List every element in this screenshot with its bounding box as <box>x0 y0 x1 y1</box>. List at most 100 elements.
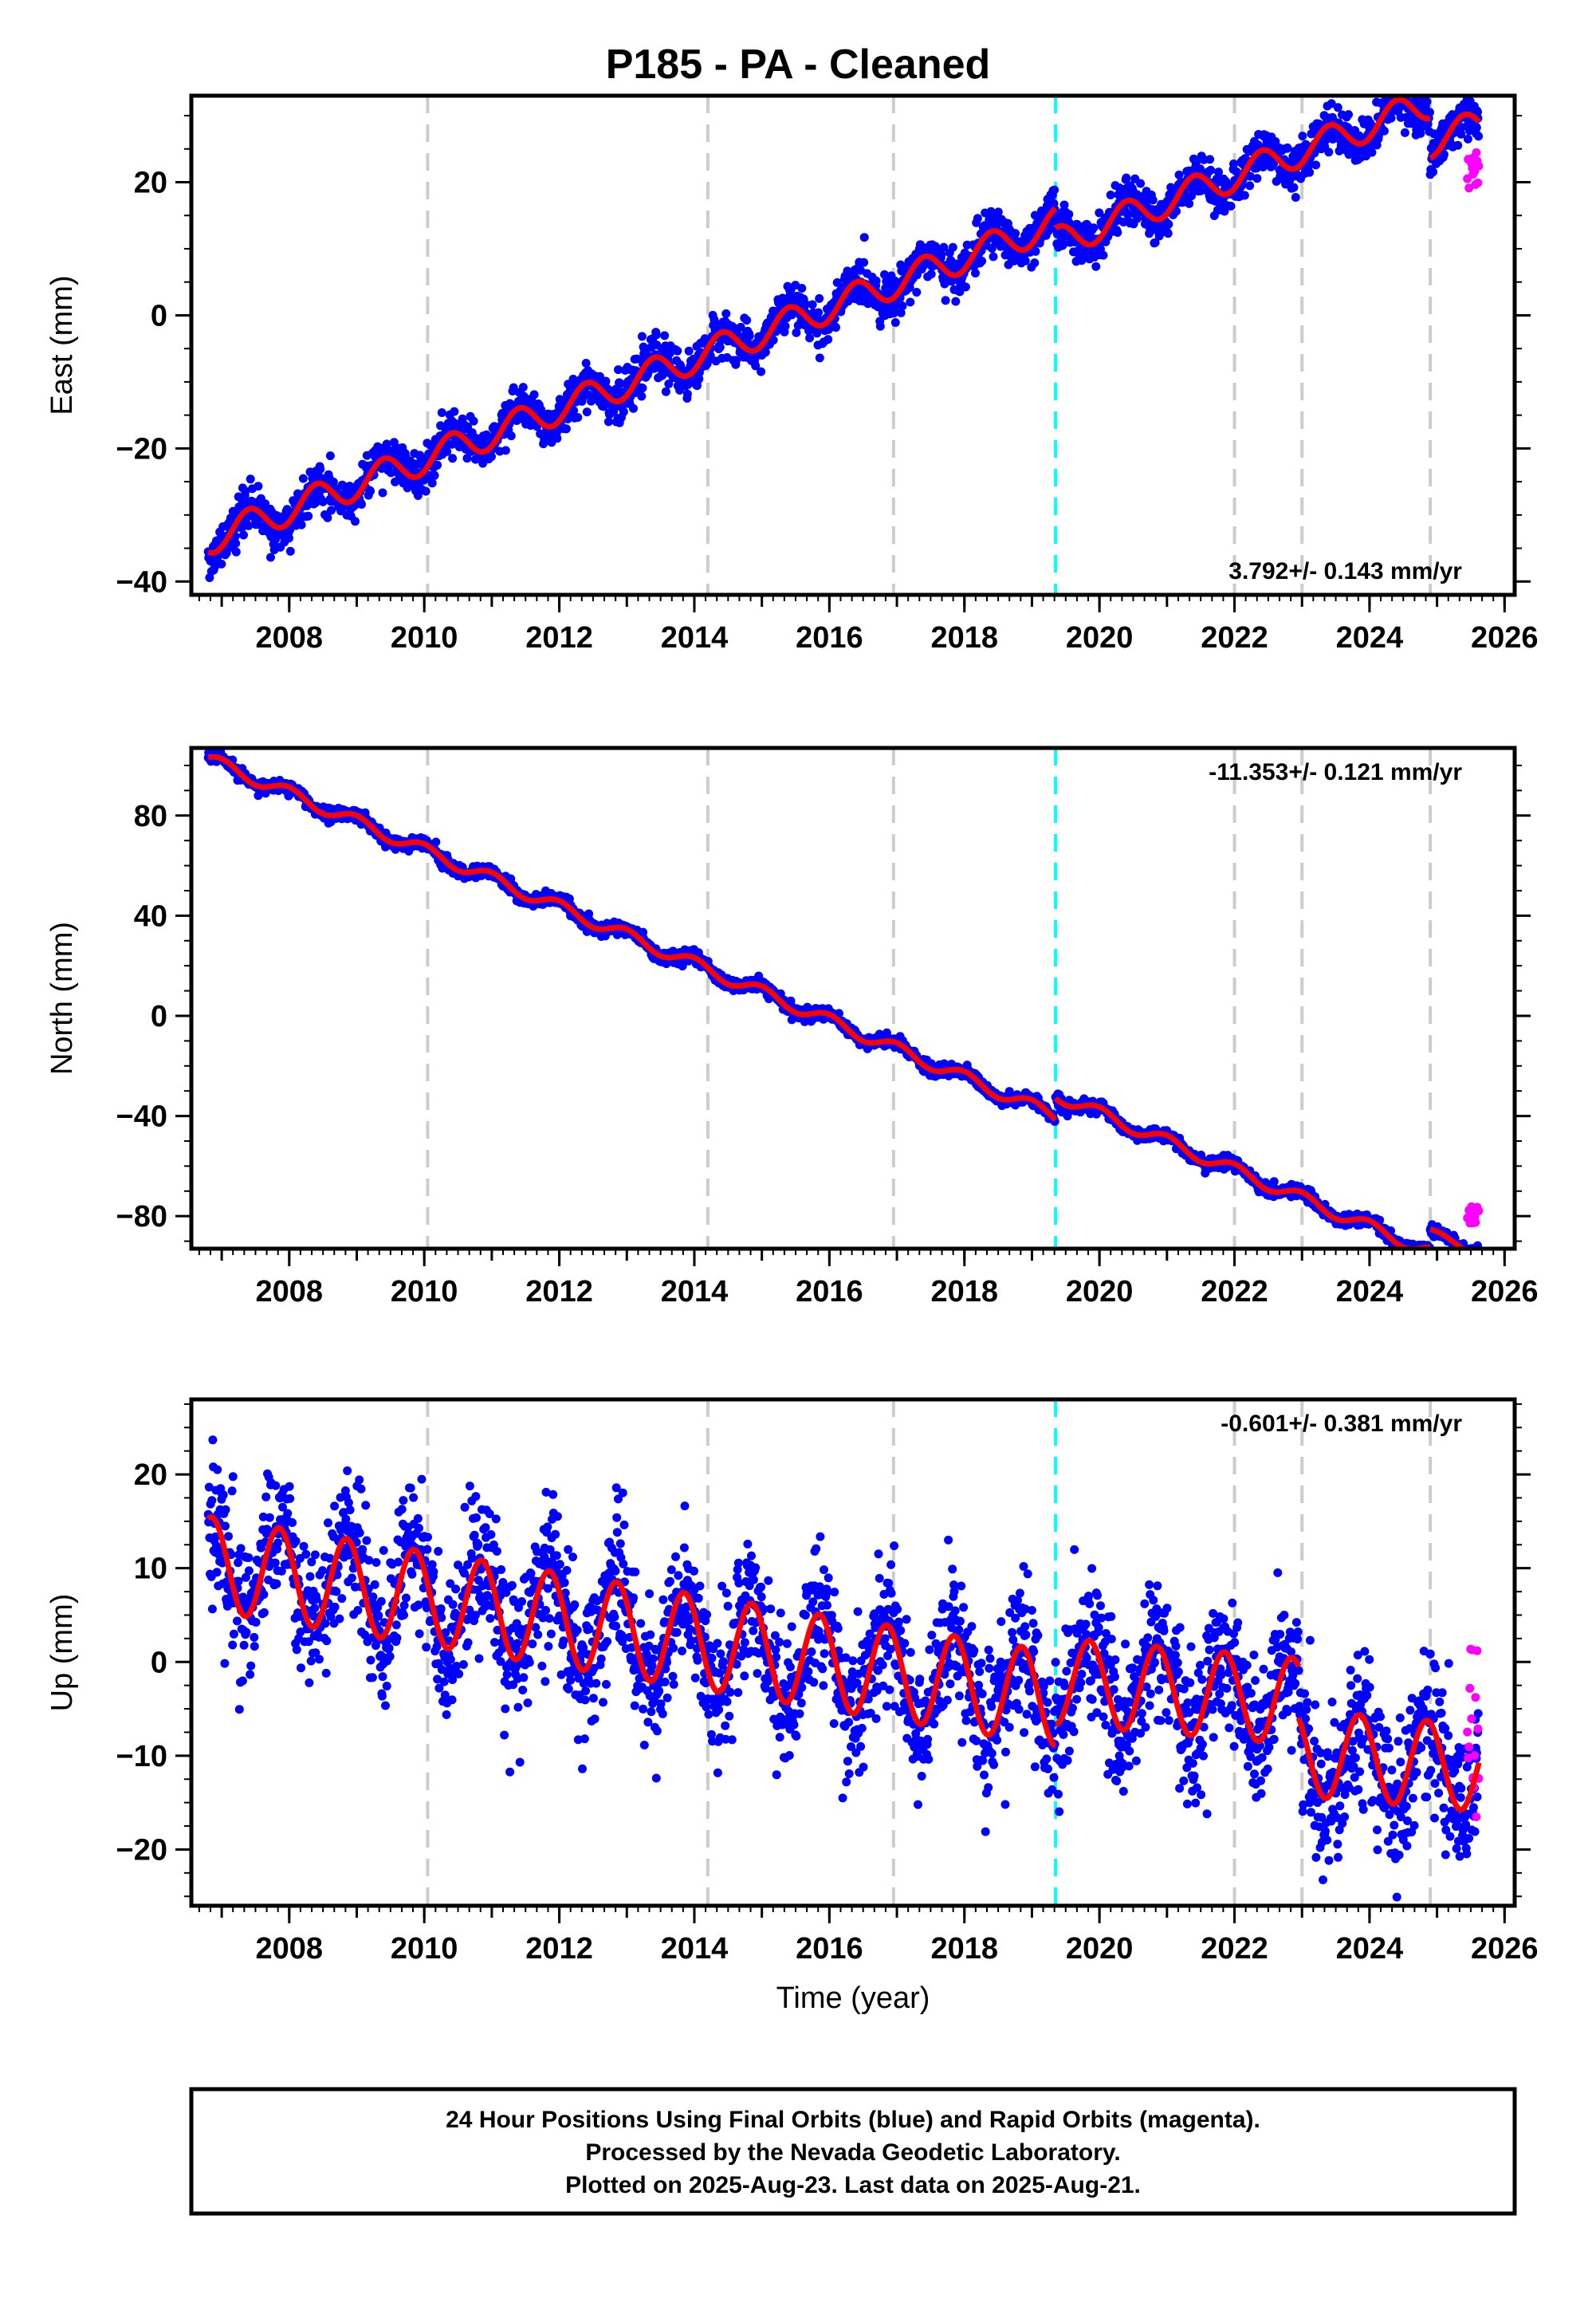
data-point <box>961 282 970 292</box>
data-point <box>993 207 1003 217</box>
data-point <box>977 256 987 266</box>
data-point <box>805 333 815 343</box>
data-point <box>1133 214 1142 223</box>
rapid-point <box>1472 148 1481 157</box>
data-point <box>487 452 496 462</box>
data-point <box>973 214 982 223</box>
y-axis-label: East (mm) <box>45 275 79 415</box>
data-point <box>430 470 439 480</box>
data-point <box>906 297 915 307</box>
data-point <box>366 486 375 496</box>
data-point <box>745 332 754 340</box>
data-point <box>1232 167 1241 176</box>
data-point <box>427 478 437 488</box>
data-point <box>327 506 336 515</box>
data-point <box>971 269 980 277</box>
data-point <box>814 308 824 317</box>
data-point <box>715 343 725 352</box>
x-tick-label: 2014 <box>661 621 729 655</box>
rapid-point <box>1474 161 1484 171</box>
data-point <box>1453 140 1463 150</box>
data-point <box>1463 134 1472 144</box>
data-point <box>1429 167 1438 177</box>
data-point <box>1305 167 1315 177</box>
data-point <box>682 389 692 399</box>
data-point <box>1206 165 1216 175</box>
final-orbit-points <box>203 80 1484 582</box>
data-point <box>1240 191 1249 200</box>
data-point <box>217 559 226 569</box>
data-point <box>637 392 647 401</box>
data-point <box>1164 219 1173 229</box>
data-point <box>937 250 946 259</box>
data-point <box>1390 84 1398 92</box>
data-point <box>573 413 583 422</box>
data-point <box>619 407 628 416</box>
data-point <box>637 332 647 341</box>
north-panel: 2008 2010 2012 2014 2016 2018 2020 2022 2024 2026… <box>45 746 1539 1309</box>
x-tick-label: 2026 <box>1471 621 1539 655</box>
data-point <box>1386 80 1395 89</box>
data-point <box>297 520 306 529</box>
data-point <box>1229 159 1238 168</box>
data-point <box>569 406 579 415</box>
data-point <box>875 321 885 331</box>
data-point <box>651 330 661 340</box>
data-point <box>254 482 263 491</box>
data-point <box>1174 170 1184 179</box>
data-point <box>1091 262 1101 271</box>
data-point <box>898 301 907 311</box>
data-point <box>896 308 906 317</box>
data-point <box>751 361 761 371</box>
data-point <box>239 530 248 540</box>
data-point <box>1089 223 1099 233</box>
data-point <box>1289 183 1299 192</box>
data-point <box>890 318 900 327</box>
data-point <box>732 356 741 365</box>
data-point <box>316 465 325 474</box>
data-point <box>1196 164 1205 174</box>
data-point <box>1403 84 1412 92</box>
data-point <box>581 359 591 368</box>
data-point <box>1123 210 1132 219</box>
data-point <box>588 395 597 404</box>
data-point <box>742 316 752 325</box>
y-tick-label: 0 <box>151 299 167 333</box>
data-point <box>1386 113 1396 123</box>
data-point <box>462 454 472 463</box>
data-point <box>231 539 241 548</box>
data-point <box>552 434 562 443</box>
data-point <box>210 562 219 572</box>
data-point <box>1059 200 1069 210</box>
data-point <box>450 407 459 416</box>
data-point <box>506 431 516 441</box>
data-point <box>1020 256 1030 266</box>
data-point <box>1252 174 1262 183</box>
data-point <box>1059 239 1068 249</box>
data-point <box>800 299 810 309</box>
data-point <box>871 276 881 285</box>
data-point <box>859 258 869 267</box>
y-tick-label: −40 <box>116 565 167 599</box>
data-point <box>1050 185 1059 195</box>
data-point <box>721 309 731 318</box>
data-point <box>509 383 518 392</box>
data-point <box>880 270 889 279</box>
data-point <box>638 384 647 393</box>
data-point <box>831 323 840 333</box>
data-point <box>437 408 446 417</box>
data-point <box>1150 238 1160 247</box>
data-point <box>706 351 715 360</box>
data-point <box>614 365 623 375</box>
data-point <box>673 346 682 356</box>
data-point <box>458 414 467 423</box>
data-point <box>1205 155 1215 164</box>
data-point <box>832 277 842 287</box>
data-point <box>1291 193 1300 202</box>
data-point <box>1422 97 1432 107</box>
data-point <box>824 335 833 344</box>
model-fit <box>206 96 1481 556</box>
data-point <box>1245 181 1255 191</box>
data-point <box>1113 228 1122 237</box>
data-point <box>1472 123 1481 132</box>
